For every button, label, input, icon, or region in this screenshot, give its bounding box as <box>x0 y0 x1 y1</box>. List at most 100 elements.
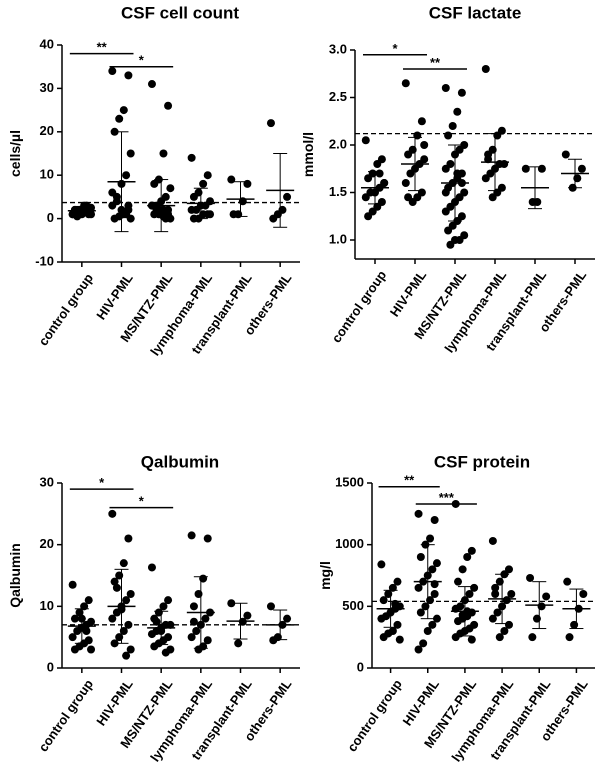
y-axis-label: Qalbumin <box>7 543 23 608</box>
data-point <box>401 79 410 88</box>
significance-label: ** <box>430 55 441 70</box>
data-point <box>379 633 388 642</box>
data-point <box>377 560 386 569</box>
data-point <box>470 583 479 592</box>
data-point <box>115 114 124 123</box>
y-tick-label: 1000 <box>335 536 364 551</box>
data-point <box>87 645 96 654</box>
data-point <box>164 101 173 110</box>
data-point <box>108 67 117 76</box>
data-point <box>416 608 425 617</box>
data-point <box>419 639 428 648</box>
data-point <box>406 169 415 178</box>
chart-title: CSF lactate <box>429 3 522 22</box>
data-point <box>488 193 497 202</box>
data-point <box>166 184 175 193</box>
data-point <box>80 201 89 210</box>
data-point <box>395 635 404 644</box>
y-tick-label: 0 <box>47 210 54 225</box>
data-point <box>454 617 463 626</box>
data-point <box>428 620 437 629</box>
data-point <box>465 590 474 598</box>
data-point <box>87 210 96 219</box>
data-point <box>124 71 133 80</box>
data-point <box>430 590 439 598</box>
data-point <box>377 614 386 623</box>
data-point <box>189 192 198 201</box>
data-point <box>481 65 490 73</box>
x-tick-label: HIV-PML <box>93 677 136 729</box>
data-point <box>521 164 530 173</box>
x-tick-label: control group <box>344 677 405 755</box>
data-point <box>404 193 413 202</box>
data-point <box>159 602 168 611</box>
chart-title: CSF cell count <box>121 3 239 22</box>
y-tick-label: 1.5 <box>329 184 347 199</box>
y-tick-label: 30 <box>40 474 54 489</box>
data-point <box>504 620 513 629</box>
data-point <box>451 633 460 642</box>
data-point <box>266 602 275 611</box>
data-point <box>70 205 79 214</box>
y-tick-label: 30 <box>40 80 54 95</box>
chart-title: Qalbumin <box>141 452 219 471</box>
data-point <box>441 188 450 197</box>
data-point <box>164 596 173 605</box>
data-point <box>266 119 275 128</box>
data-point <box>426 534 435 543</box>
data-point <box>565 633 574 642</box>
data-point <box>500 627 509 635</box>
data-point <box>206 210 215 219</box>
data-point <box>380 179 389 187</box>
chart-title: CSF protein <box>434 452 530 471</box>
data-point <box>108 509 117 518</box>
data-point <box>283 614 292 623</box>
data-point <box>73 627 82 635</box>
data-point <box>108 614 117 623</box>
data-point <box>454 577 463 586</box>
y-tick-label: 20 <box>40 536 54 551</box>
data-point <box>416 553 425 561</box>
data-point <box>150 642 159 651</box>
significance-label: * <box>392 41 398 56</box>
y-tick-label: 1500 <box>335 474 364 489</box>
data-point <box>528 633 537 642</box>
y-axis-label: cells/µl <box>7 130 23 177</box>
data-point <box>448 122 457 130</box>
data-point <box>122 596 131 605</box>
data-point <box>122 651 131 660</box>
data-point <box>126 590 135 598</box>
data-point <box>203 636 212 645</box>
data-point <box>112 583 121 592</box>
data-point <box>432 559 441 568</box>
data-point <box>119 106 128 115</box>
data-point <box>159 149 168 158</box>
data-point <box>124 534 133 543</box>
data-point <box>68 633 77 642</box>
data-point <box>563 577 572 586</box>
data-point <box>147 563 156 572</box>
significance-label: ** <box>97 40 108 55</box>
data-point <box>502 596 511 605</box>
y-tick-label: 2.0 <box>329 136 347 151</box>
data-point <box>199 179 208 188</box>
data-point <box>430 516 439 524</box>
data-point <box>108 188 117 197</box>
data-point <box>194 590 203 598</box>
data-point <box>444 131 453 140</box>
data-point <box>491 583 500 592</box>
data-point <box>495 633 504 642</box>
significance-label: * <box>139 53 145 68</box>
data-point <box>68 580 77 589</box>
data-point <box>441 207 450 216</box>
x-tick-label: control group <box>35 271 96 349</box>
data-point <box>187 633 196 642</box>
data-point <box>283 192 292 201</box>
data-point <box>458 565 467 574</box>
data-point <box>150 179 159 188</box>
data-point <box>373 160 382 168</box>
data-point <box>243 179 252 188</box>
data-point <box>391 599 400 608</box>
x-tick-label: control group <box>329 268 390 346</box>
data-point <box>192 627 201 635</box>
